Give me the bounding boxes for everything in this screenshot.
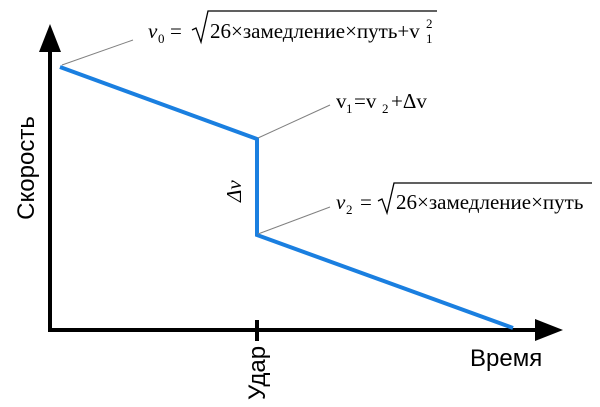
v1-rest: +Δv xyxy=(391,89,427,113)
sqrt-sign xyxy=(191,10,437,45)
formula-v1: v 1 =v 2 +Δv xyxy=(336,89,427,116)
v0-sub: 0 xyxy=(158,31,165,46)
x-axis-arrow xyxy=(535,319,563,341)
v0-rsub: 1 xyxy=(426,31,433,46)
v1-var: v xyxy=(336,89,347,113)
delta-v-label: Δv xyxy=(222,180,246,203)
v2-sub: 2 xyxy=(346,202,353,217)
v1-eq: =v xyxy=(354,89,377,113)
y-axis-arrow xyxy=(39,24,61,52)
leader-v1 xyxy=(257,104,331,139)
v0-eq: = xyxy=(170,19,182,43)
impact-label: Удар xyxy=(244,346,271,400)
v1-sub2: 2 xyxy=(382,101,389,116)
v2-eq: = xyxy=(360,190,372,214)
v0-sup: 2 xyxy=(426,16,433,31)
leader-v2 xyxy=(257,206,331,235)
leader-v0 xyxy=(61,39,134,66)
v0-radicand: 26×замедление×путь+v xyxy=(210,19,420,43)
formula-v2: v 2 = 26×замедление×путь xyxy=(336,182,592,217)
v1-sub: 1 xyxy=(346,101,353,116)
sqrt-sign xyxy=(377,182,592,216)
v2-radicand: 26×замедление×путь xyxy=(396,190,583,214)
v2-var: v xyxy=(336,190,346,214)
y-axis-label: Скорость xyxy=(13,116,40,220)
formula-v0: v 0 = 26×замедление×путь+v 2 1 xyxy=(148,10,437,46)
x-axis-label: Время xyxy=(470,345,542,372)
velocity-line xyxy=(59,65,514,330)
v0-var: v xyxy=(148,19,158,43)
